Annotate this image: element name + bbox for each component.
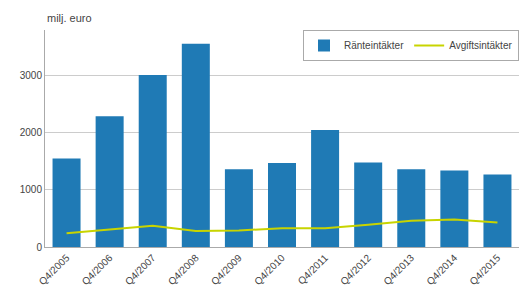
svg-text:Q4/2010: Q4/2010 [252, 252, 287, 287]
svg-text:Q4/2006: Q4/2006 [80, 252, 115, 287]
svg-text:Q4/2009: Q4/2009 [209, 252, 244, 287]
svg-text:Ränteintäkter: Ränteintäkter [344, 40, 404, 51]
svg-text:0: 0 [36, 242, 42, 253]
svg-text:Q4/2005: Q4/2005 [37, 252, 72, 287]
svg-text:Q4/2015: Q4/2015 [467, 252, 502, 287]
svg-text:Q4/2011: Q4/2011 [296, 252, 331, 287]
svg-text:Q4/2007: Q4/2007 [123, 252, 158, 287]
svg-text:Q4/2014: Q4/2014 [424, 252, 459, 287]
svg-text:milj. euro: milj. euro [47, 12, 92, 24]
svg-text:Avgiftsintäkter: Avgiftsintäkter [449, 40, 512, 51]
svg-text:Q4/2012: Q4/2012 [338, 252, 373, 287]
svg-text:Q4/2008: Q4/2008 [166, 252, 201, 287]
svg-text:2000: 2000 [20, 127, 43, 138]
svg-text:3000: 3000 [20, 70, 43, 81]
svg-text:1000: 1000 [20, 184, 43, 195]
svg-text:Q4/2013: Q4/2013 [381, 252, 416, 287]
